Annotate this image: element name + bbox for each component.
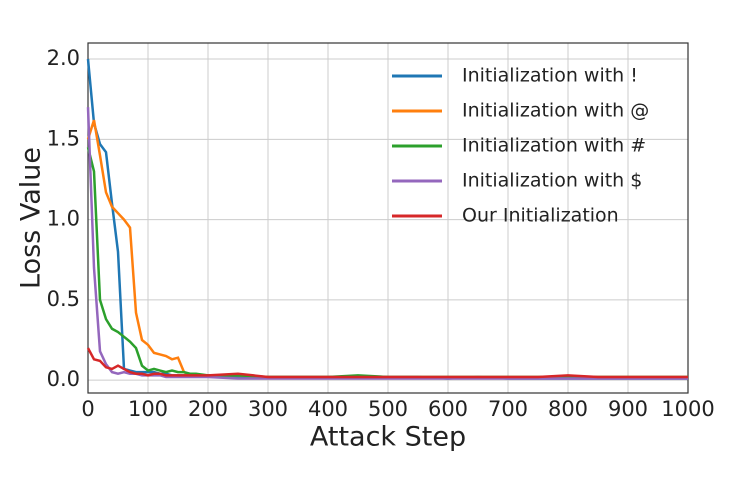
x-tick-label: 400: [308, 397, 348, 421]
legend-label: Initialization with !: [462, 65, 638, 87]
x-tick-label: 300: [248, 397, 288, 421]
y-tick-label: 1.5: [47, 126, 80, 150]
line: [86, 347, 688, 379]
plot-frame: [87, 42, 689, 394]
legend-label: Our Initialization: [462, 205, 619, 227]
legend-label: Initialization with @: [462, 100, 649, 122]
x-tick-label: 900: [608, 397, 648, 421]
x-tick-label: 100: [128, 397, 168, 421]
x-tick-label: 1000: [661, 397, 714, 421]
x-tick-label: 600: [428, 397, 468, 421]
y-tick-label: 0.5: [47, 287, 80, 311]
x-tick-label: 0: [81, 397, 94, 421]
legend-label: Initialization with $: [462, 170, 642, 192]
y-tick-label: 1.0: [47, 207, 80, 231]
legend-label: Initialization with #: [462, 135, 646, 157]
y-tick-label: 2.0: [47, 46, 80, 70]
x-tick-label: 200: [188, 397, 228, 421]
line: [86, 107, 688, 380]
x-tick-label: 500: [368, 397, 408, 421]
y-axis-label: Loss Value: [16, 147, 47, 289]
x-tick-label: 700: [488, 397, 528, 421]
x-axis-label: Attack Step: [310, 422, 466, 453]
x-tick-label: 800: [548, 397, 588, 421]
y-tick-label: 0.0: [47, 367, 80, 391]
